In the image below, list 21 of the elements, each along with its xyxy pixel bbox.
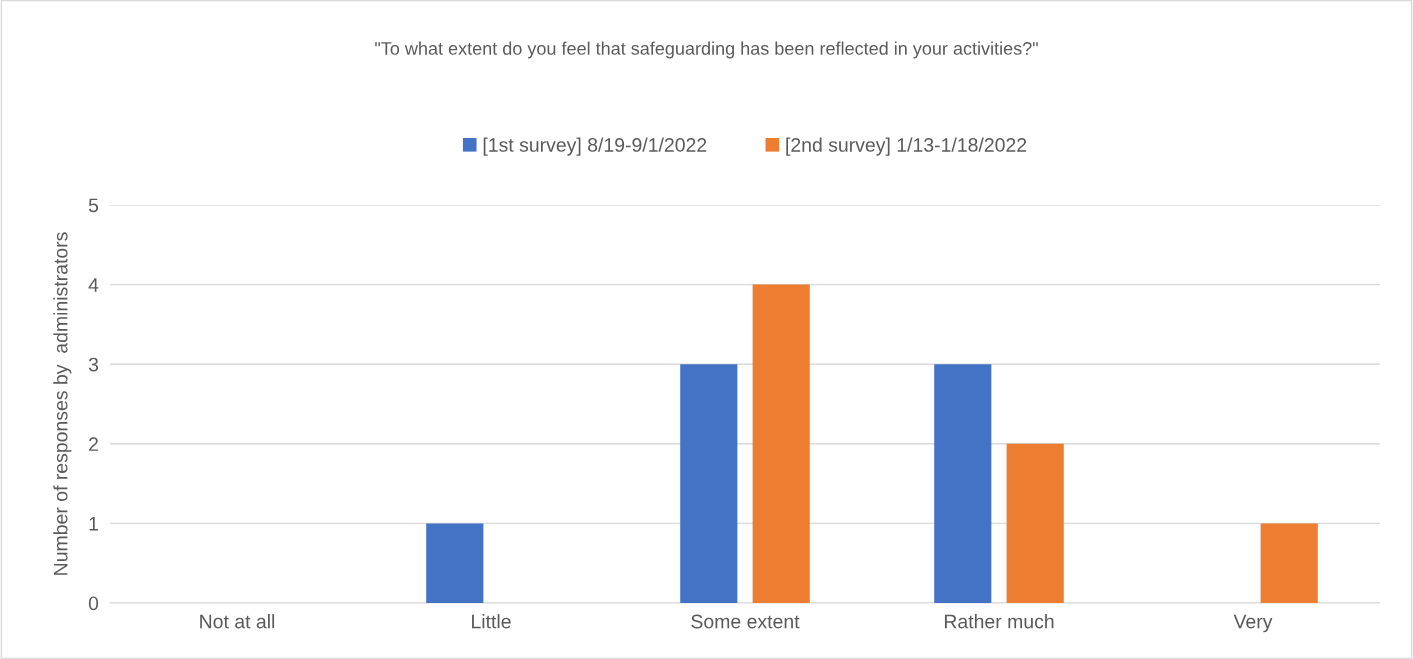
x-tick-label: Some extent (691, 614, 800, 629)
x-tick-label: Very (1233, 614, 1273, 633)
bar (1006, 443, 1064, 603)
bar (680, 364, 738, 603)
bar (752, 284, 810, 603)
bar (1260, 523, 1318, 603)
y-tick-label: 2 (89, 437, 98, 451)
y-axis-title: Number of responses by administrators (53, 232, 72, 575)
bar (934, 364, 992, 603)
y-tick-label: 0 (88, 596, 99, 611)
y-tick-label: 4 (88, 278, 99, 292)
bar (426, 523, 484, 603)
legend-label: [1st survey] 8/19-9/1/2022 (483, 137, 707, 156)
legend-label: [2nd survey] 1/13-1/18/2022 (786, 137, 1027, 156)
y-tick-label: 1 (89, 517, 98, 531)
y-tick-label: 5 (88, 198, 99, 213)
x-tick-label: Little (472, 614, 511, 629)
x-tick-label: Not at all (200, 614, 275, 629)
y-tick-label: 3 (88, 357, 99, 372)
chart-title: "To what extent do you feel that safeguarding has been reflected in your activities?" (375, 41, 1038, 59)
x-tick-label: Rather much (944, 614, 1054, 629)
